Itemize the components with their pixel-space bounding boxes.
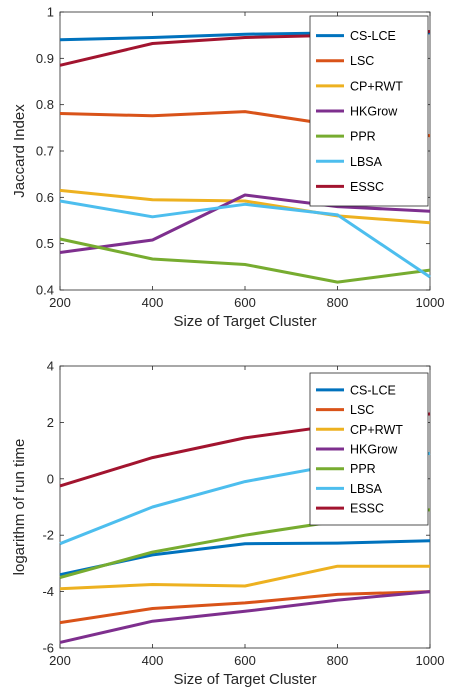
y-tick-label: -4 xyxy=(42,584,54,599)
legend-label: ESSC xyxy=(350,502,384,516)
y-tick-label: 0.5 xyxy=(36,236,54,251)
y-tick-label: 4 xyxy=(47,359,54,374)
y-tick-label: 0.4 xyxy=(36,283,54,298)
chart-2: 200 400 600 800 1000 -6 -4 -2 0 2 4 Size of Target … xyxy=(11,359,444,689)
y-tick-label: 0.9 xyxy=(36,51,54,66)
x-tick-label: 1000 xyxy=(416,653,445,668)
series-line-cp-rwt xyxy=(59,188,431,225)
y-axis-label: logarithm of run time xyxy=(11,439,28,576)
x-tick-label: 600 xyxy=(234,295,256,310)
y-tick-label: 0 xyxy=(47,471,54,486)
legend-label: HKGrow xyxy=(350,105,398,119)
x-tick-label: 800 xyxy=(327,653,349,668)
chart-1: 200 400 600 800 1000 0.4 0.5 0.6 0.7 0.8 0.9 1 Size … xyxy=(11,5,444,331)
legend-label: CS-LCE xyxy=(350,29,396,43)
x-tick-label: 400 xyxy=(142,653,164,668)
y-axis-label: Jaccard Index xyxy=(11,104,28,198)
legend-label: LSC xyxy=(350,403,374,417)
legend: CS-LCE LSC CP+RWT HKGrow PPR LBSA ESSC xyxy=(309,372,429,526)
y-tick-label: 0.7 xyxy=(36,144,54,159)
x-tick-label: 800 xyxy=(327,295,349,310)
x-axis-label: Size of Target Cluster xyxy=(173,313,316,330)
x-tick-label: 1000 xyxy=(416,295,445,310)
series-line-lsc xyxy=(59,590,431,625)
x-tick-label: 200 xyxy=(49,295,71,310)
x-tick-label: 600 xyxy=(234,653,256,668)
x-tick-label: 200 xyxy=(49,653,71,668)
legend-label: CS-LCE xyxy=(350,383,396,397)
y-tick-label: -6 xyxy=(42,641,54,656)
x-tick-label: 400 xyxy=(142,295,164,310)
legend-label: HKGrow xyxy=(350,443,398,457)
legend-label: PPR xyxy=(350,462,376,476)
x-axis-label: Size of Target Cluster xyxy=(173,671,316,688)
legend-label: ESSC xyxy=(350,180,384,194)
legend-label: CP+RWT xyxy=(350,423,403,437)
y-tick-label: 2 xyxy=(47,415,54,430)
series-line-cp-rwt xyxy=(59,564,430,591)
series-line-hkgrow xyxy=(59,193,431,254)
legend-label: LBSA xyxy=(350,155,383,169)
legend: CS-LCE LSC CP+RWT HKGrow PPR LBSA ESSC xyxy=(309,15,429,207)
series-line-ppr xyxy=(59,237,431,284)
series-line-hkgrow xyxy=(59,590,431,644)
legend-label: PPR xyxy=(350,130,376,144)
legend-label: CP+RWT xyxy=(350,79,403,93)
legend-label: LBSA xyxy=(350,482,383,496)
y-tick-label: -2 xyxy=(42,528,54,543)
series-line-lbsa xyxy=(59,199,431,279)
y-tick-label: 1 xyxy=(47,5,54,20)
y-tick-label: 0.8 xyxy=(36,97,54,112)
legend-label: LSC xyxy=(350,54,374,68)
y-tick-label: 0.6 xyxy=(36,190,54,205)
